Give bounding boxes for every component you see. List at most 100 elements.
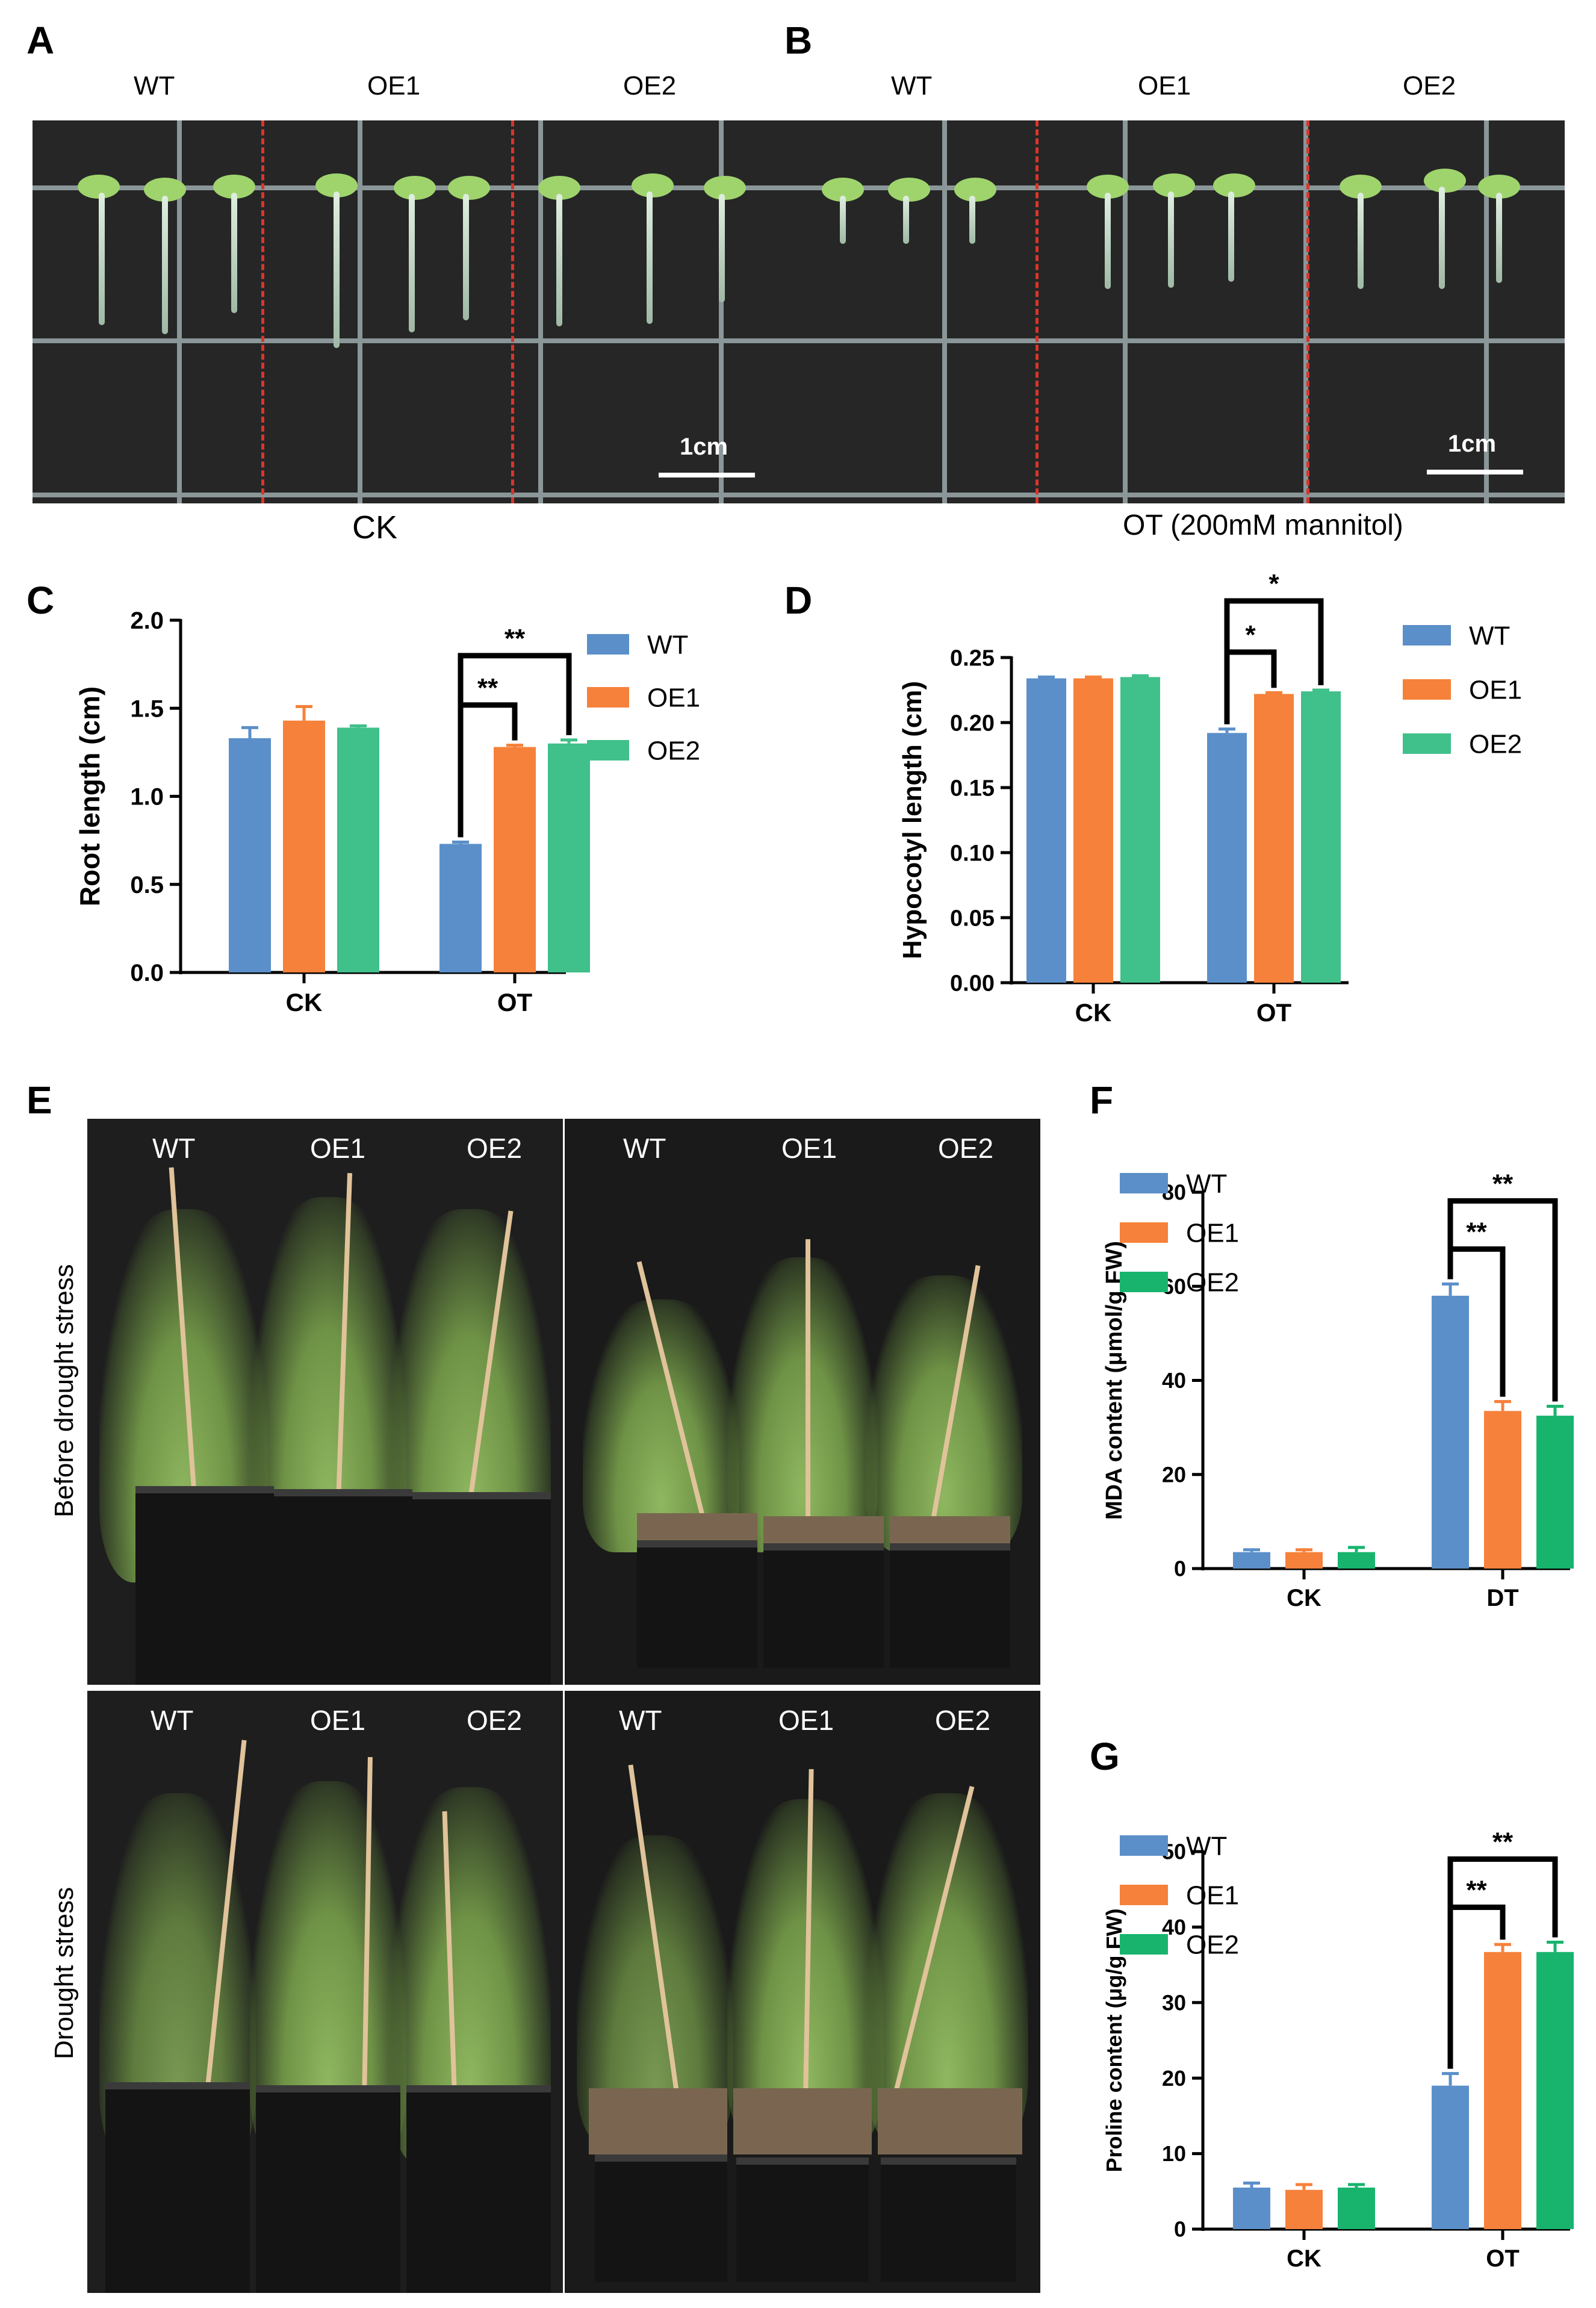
- panel-label-a: A: [26, 19, 55, 62]
- y-tick-label: 1.0: [130, 784, 164, 810]
- genotype-label-e3-oe2: OE2: [467, 1705, 523, 1736]
- legend-label-oe1: OE1: [647, 683, 700, 712]
- significance-label: *: [1268, 569, 1279, 599]
- y-tick-label: 0.5: [130, 872, 164, 898]
- scale-bar-label-b: 1cm: [1448, 431, 1497, 457]
- x-tick-label: CK: [1075, 998, 1112, 1027]
- bar-wt-ck: [1026, 678, 1066, 983]
- legend-swatch-wt: [1120, 1173, 1168, 1193]
- scale-bar-b: [1427, 470, 1523, 474]
- x-tick-label: OT: [497, 988, 533, 1016]
- x-tick-label: CK: [1287, 1585, 1321, 1611]
- bar-oe1-ot: [494, 747, 536, 972]
- legend-swatch-oe2: [587, 740, 629, 761]
- genotype-label-e4-oe2: OE2: [935, 1705, 991, 1736]
- bar-oe1-ck: [1285, 1552, 1323, 1569]
- panel-label-d: D: [784, 579, 813, 622]
- y-axis-label: Hypocotyl length (cm): [898, 681, 927, 959]
- genotype-label-e3-oe1: OE1: [310, 1705, 366, 1736]
- bar-wt-ck: [1233, 1552, 1270, 1569]
- bar-oe2-ot: [548, 743, 590, 972]
- panel-label-c: C: [26, 579, 55, 622]
- legend-label-wt: WT: [1186, 1169, 1227, 1198]
- bar-oe2-dt: [1536, 1416, 1574, 1569]
- bar-oe1-ck: [1285, 2189, 1323, 2229]
- y-tick-label: 0: [1174, 1557, 1186, 1581]
- significance-bracket: [458, 653, 572, 838]
- legend-label-wt: WT: [647, 630, 688, 659]
- panel-label-g: G: [1090, 1735, 1120, 1778]
- bar-oe2-ck: [1338, 2188, 1375, 2229]
- y-tick-label: 0.10: [950, 841, 995, 866]
- significance-label: **: [1492, 1827, 1514, 1856]
- legend-swatch-oe2: [1120, 1934, 1168, 1955]
- bar-oe1-dt: [1484, 1411, 1521, 1569]
- genotype-label-e4-oe1: OE1: [778, 1705, 834, 1736]
- bar-wt-dt: [1432, 1295, 1469, 1569]
- legend-label-oe1: OE1: [1186, 1880, 1239, 1910]
- bar-oe1-ck: [283, 720, 325, 972]
- y-tick-label: 30: [1162, 1990, 1186, 2015]
- legend-label-oe2: OE2: [1186, 1930, 1239, 1959]
- panel-label-e: E: [26, 1078, 52, 1122]
- significance-label: **: [1466, 1217, 1487, 1246]
- y-tick-label: 20: [1162, 1462, 1186, 1487]
- seedling-photo-ot: 1cm: [804, 120, 1565, 503]
- bar-wt-ck: [229, 738, 271, 972]
- legend-label-wt: WT: [1469, 621, 1510, 650]
- genotype-label-b-oe1: OE1: [1138, 71, 1191, 101]
- genotype-label-e2-oe2: OE2: [938, 1133, 994, 1164]
- y-tick-label: 0.25: [950, 645, 995, 671]
- significance-bracket: [1447, 1856, 1558, 2069]
- bar-oe1-ot: [1484, 1952, 1521, 2229]
- legend-label-oe2: OE2: [1186, 1268, 1239, 1297]
- significance-bracket: [1224, 598, 1324, 724]
- plant-photo-before-front: WT OE1 OE2: [87, 1119, 563, 1685]
- legend-swatch-wt: [1120, 1835, 1168, 1856]
- panel-label-b: B: [784, 19, 813, 62]
- bar-oe1-ot: [1254, 694, 1294, 983]
- y-tick-label: 0.15: [950, 776, 995, 801]
- genotype-label-a-oe2: OE2: [623, 71, 677, 101]
- legend-swatch-oe1: [1403, 679, 1451, 700]
- genotype-label-b-oe2: OE2: [1403, 71, 1456, 101]
- x-tick-label: OT: [1486, 2245, 1520, 2272]
- legend-swatch-oe1: [1120, 1222, 1168, 1243]
- y-tick-label: 0.05: [950, 906, 995, 931]
- genotype-label-e2-oe1: OE1: [781, 1133, 837, 1164]
- condition-label-ot: OT (200mM mannitol): [1123, 509, 1403, 541]
- legend-swatch-oe1: [587, 687, 629, 708]
- legend-label-oe1: OE1: [1186, 1218, 1239, 1248]
- panel-label-f: F: [1090, 1078, 1114, 1122]
- root-length-chart: 0.0 0.5 1.0 1.5 2.0 Root length (cm) CK OT **** W…: [74, 608, 700, 1016]
- y-tick-label: 0.00: [950, 971, 995, 996]
- legend-label-oe2: OE2: [647, 736, 700, 765]
- scale-bar-label-a: 1cm: [680, 434, 728, 460]
- legend-swatch-oe2: [1120, 1272, 1168, 1292]
- genotype-label-e1-wt: WT: [152, 1133, 196, 1164]
- bar-oe2-ot: [1536, 1952, 1574, 2229]
- y-tick-label: 0.20: [950, 711, 995, 736]
- bar-wt-ot: [1207, 733, 1247, 983]
- genotype-label-e2-wt: WT: [623, 1133, 666, 1164]
- plant-photo-drought-front: WT OE1 OE2: [87, 1691, 563, 2293]
- x-tick-label: CK: [1287, 2245, 1321, 2272]
- bar-wt-ot: [439, 844, 482, 972]
- significance-label: **: [477, 673, 498, 703]
- significance-label: *: [1245, 620, 1256, 650]
- bar-wt-ck: [1233, 2188, 1270, 2229]
- row-label-drought: Drought stress: [49, 1887, 79, 2059]
- significance-label: **: [1466, 1875, 1487, 1905]
- genotype-label-e4-wt: WT: [619, 1705, 662, 1736]
- seedling-photo-ck: 1cm: [33, 120, 804, 503]
- plant-photo-drought-top: WT OE1 OE2: [565, 1691, 1040, 2293]
- genotype-label-e1-oe2: OE2: [467, 1133, 523, 1164]
- legend-swatch-wt: [587, 634, 629, 655]
- y-tick-label: 20: [1162, 2066, 1186, 2091]
- genotype-label-b-wt: WT: [891, 71, 933, 101]
- bar-oe2-ck: [1338, 1552, 1375, 1569]
- legend-label-oe1: OE1: [1469, 675, 1522, 705]
- y-tick-label: 2.0: [130, 608, 164, 634]
